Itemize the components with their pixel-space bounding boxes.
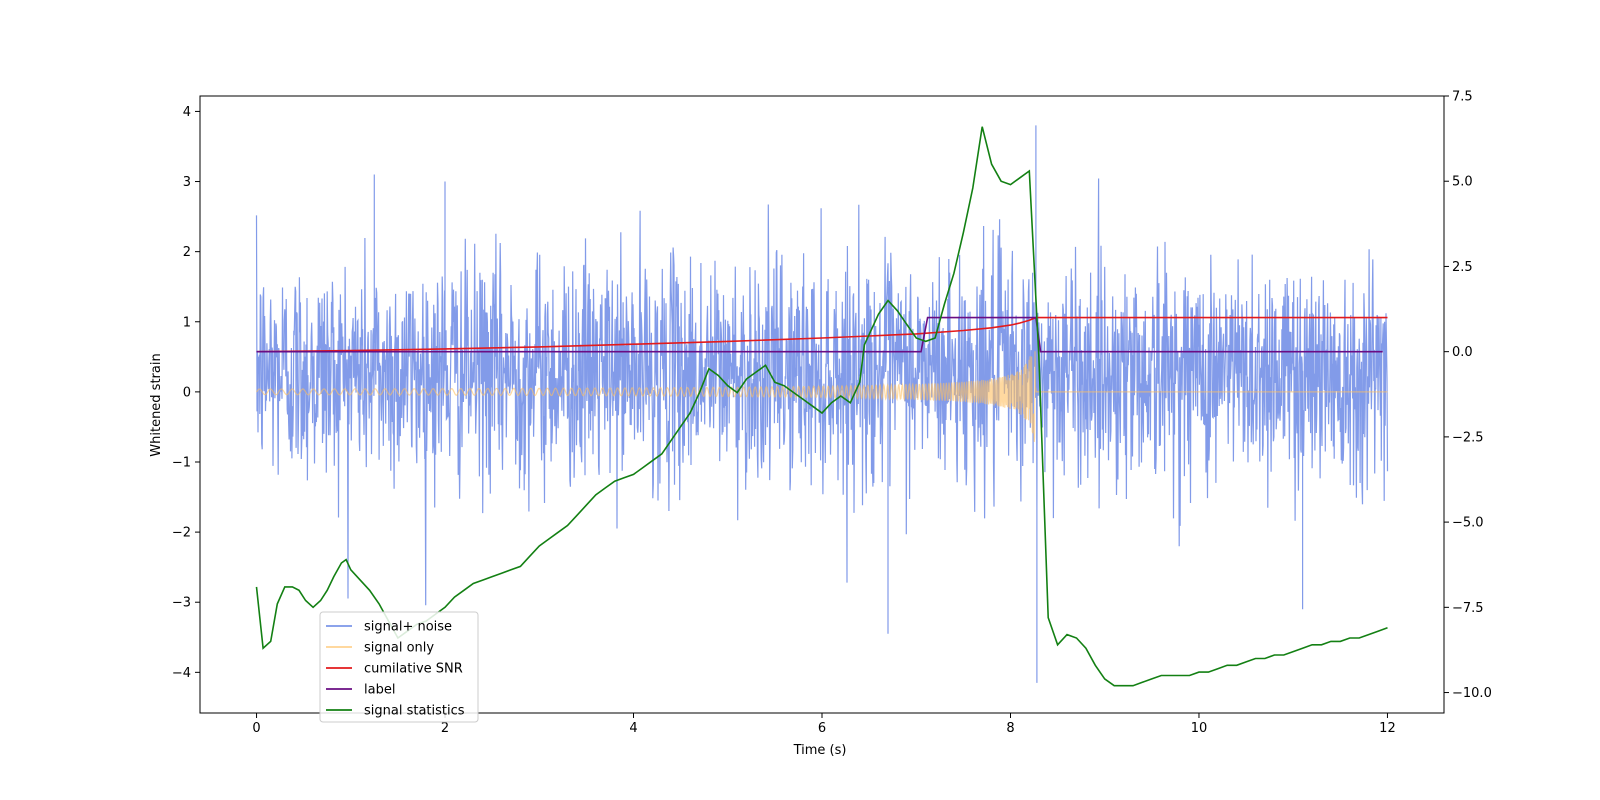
x-tick-label: 0 (252, 721, 260, 736)
y2-tick-label: −7.5 (1452, 601, 1484, 616)
x-tick-label: 8 (1006, 721, 1014, 736)
y-axis-label: Whitened strain (149, 353, 164, 456)
y2-tick-label: 0.0 (1452, 345, 1473, 360)
x-tick-label: 6 (818, 721, 826, 736)
legend-entry-label: label (364, 683, 395, 698)
x-tick-label: 2 (441, 721, 449, 736)
y-tick-label: −3 (172, 596, 191, 611)
legend-box (319, 611, 479, 723)
x-tick-label: 10 (1191, 721, 1208, 736)
series-label (256, 316, 1383, 353)
y2-tick-label: 7.5 (1452, 90, 1473, 105)
y-tick-label: 4 (183, 105, 191, 120)
y2-tick-label: −5.0 (1452, 516, 1484, 531)
y-tick-label: 0 (183, 385, 191, 400)
y-tick-label: 1 (183, 315, 191, 330)
y-axis-right: −10.0 −7.5 −5.0 −2.5 0.0 2.5 5.0 7.5 (1444, 90, 1492, 701)
y2-tick-label: 2.5 (1452, 260, 1473, 275)
legend: signal+ noise signal only cumilative SNR la… (319, 611, 479, 723)
y2-tick-label: −10.0 (1452, 686, 1492, 701)
x-axis-label: Time (s) (793, 743, 847, 758)
y-tick-label: −1 (172, 455, 191, 470)
x-tick-label: 4 (629, 721, 637, 736)
x-tick-label: 12 (1379, 721, 1396, 736)
legend-entry-label: cumilative SNR (364, 662, 463, 677)
y-tick-label: 3 (183, 175, 191, 190)
y-tick-label: −4 (172, 666, 191, 681)
y2-tick-label: 5.0 (1452, 175, 1473, 190)
series-signal-only (256, 351, 1388, 442)
legend-entry-label: signal statistics (364, 704, 465, 719)
y-axis-left: −4 −3 −2 −1 0 1 2 3 4 (172, 105, 200, 681)
y-tick-label: −2 (172, 526, 191, 541)
legend-entry-label: signal only (364, 641, 434, 656)
legend-entry-label: signal+ noise (364, 620, 452, 635)
y-tick-label: 2 (183, 245, 191, 260)
series-cumulative-snr (256, 316, 1388, 353)
y2-tick-label: −2.5 (1452, 430, 1484, 445)
